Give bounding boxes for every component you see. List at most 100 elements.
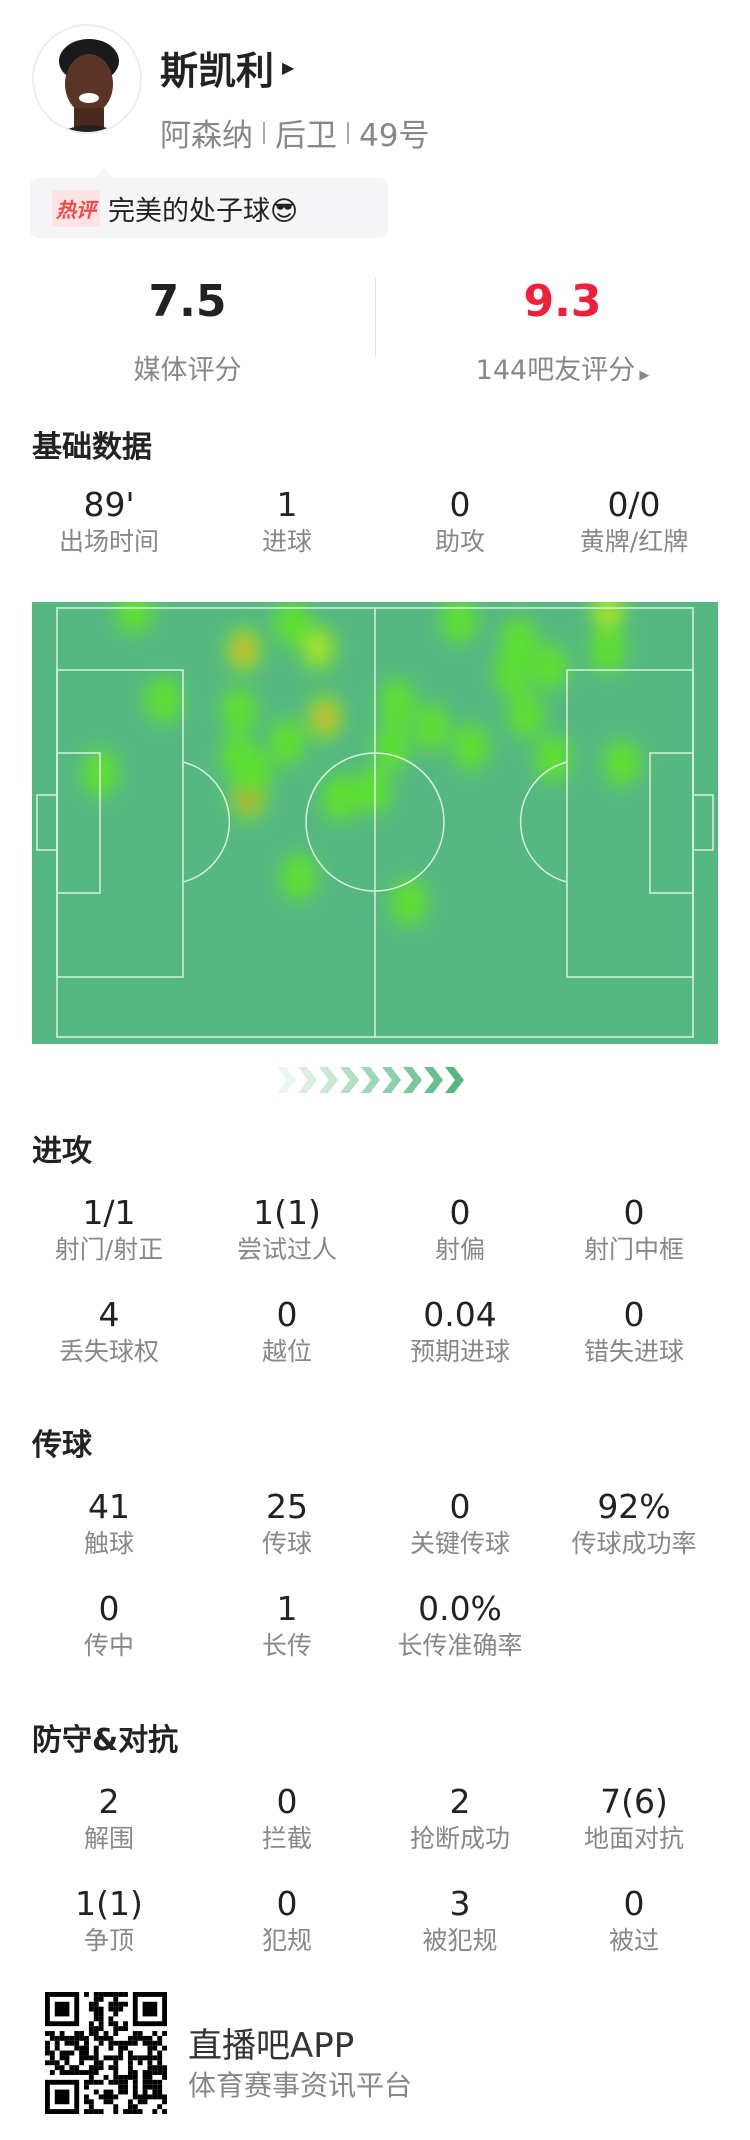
- stat-value: 0: [276, 1884, 298, 1923]
- stat-label: 关键传球: [409, 1529, 510, 1558]
- stat-cell: 0/0 黄牌/红牌: [549, 486, 719, 558]
- heatmap-blob: [453, 723, 489, 771]
- stat-label: 触球: [83, 1529, 134, 1558]
- stat-cell: 0 射偏: [375, 1194, 545, 1266]
- heatmap-blob: [305, 631, 331, 665]
- heatmap-blob: [274, 602, 310, 647]
- fan-rating[interactable]: 9.3 144吧友评分 ▶: [375, 276, 750, 387]
- caret-right-icon: ▶: [282, 58, 295, 77]
- stat-row: 1(1) 争顶 0 犯规 3 被犯规 0 被过: [0, 1885, 750, 1965]
- player-avatar[interactable]: [32, 24, 142, 134]
- stat-label: 丢失球权: [58, 1337, 159, 1366]
- fan-rating-value: 9.3: [523, 276, 602, 327]
- section-title: 防守&对抗: [32, 1723, 179, 1758]
- stat-label: 射门中框: [583, 1235, 684, 1264]
- stat-row: 4 丢失球权 0 越位 0.04 预期进球 0 错失进球: [0, 1296, 750, 1376]
- stat-cell: 7(6) 地面对抗: [549, 1783, 719, 1855]
- stat-label: 预期进球: [409, 1337, 510, 1366]
- stat-label: 出场时间: [58, 527, 159, 556]
- media-rating-label: 媒体评分: [133, 355, 242, 386]
- stat-cell: 92% 传球成功率: [549, 1488, 719, 1560]
- stat-value: 0: [623, 1193, 645, 1232]
- stat-value: 1: [276, 1589, 298, 1628]
- stat-row: 2 解围 0 拦截 2 抢断成功 7(6) 地面对抗: [0, 1783, 750, 1863]
- player-name-link[interactable]: 斯凯利 ▶: [160, 40, 294, 95]
- stat-row: 89' 出场时间 1 进球 0 助攻 0/0 黄牌/红牌: [0, 486, 750, 566]
- stat-label: 争顶: [83, 1926, 134, 1955]
- fan-rating-label: 144吧友评分: [475, 355, 636, 386]
- heatmap-blob: [508, 691, 544, 739]
- chevron-right-icon: [319, 1067, 338, 1093]
- app-slogan: 体育赛事资讯平台: [188, 2069, 413, 2102]
- stat-label: 传中: [83, 1631, 134, 1660]
- heatmap-blob: [532, 643, 568, 691]
- heatmap-blob: [316, 705, 334, 729]
- stat-cell: 2 解围: [24, 1783, 194, 1855]
- fan-rating-label-wrap: 144吧友评分 ▶: [375, 348, 750, 387]
- stat-label: 射偏: [434, 1235, 485, 1264]
- stat-value: 0: [449, 485, 471, 524]
- stat-label: 射门/射正: [54, 1235, 164, 1264]
- stat-cell: 0.04 预期进球: [375, 1296, 545, 1368]
- stat-cell: 2 抢断成功: [375, 1783, 545, 1855]
- stat-value: 2: [449, 1782, 471, 1821]
- stat-label: 长传: [261, 1631, 312, 1660]
- stat-label: 拦截: [261, 1824, 312, 1853]
- hot-comment-text: 完美的处子球😎: [108, 195, 299, 227]
- stat-value: 41: [88, 1487, 130, 1526]
- heatmap-blob: [116, 602, 152, 634]
- stat-cell: 0 错失进球: [549, 1296, 719, 1368]
- stat-value: 3: [449, 1884, 471, 1923]
- stat-cell: 0 关键传球: [375, 1488, 545, 1560]
- heatmap-blob: [235, 638, 253, 662]
- stat-label: 传球成功率: [571, 1529, 697, 1558]
- stat-cell: 1/1 射门/射正: [24, 1194, 194, 1266]
- stat-value: 0: [98, 1589, 120, 1628]
- stat-value: 1/1: [82, 1193, 136, 1232]
- stat-cell: 3 被犯规: [375, 1885, 545, 1957]
- player-info: 阿森纳 后卫 49号: [160, 110, 429, 155]
- chevron-right-icon: [445, 1067, 464, 1093]
- stat-cell: 0 助攻: [375, 486, 545, 558]
- section-title: 基础数据: [32, 430, 152, 465]
- heatmap-blob: [535, 734, 571, 782]
- heatmap-blob: [221, 686, 257, 734]
- stat-value: 92%: [597, 1487, 671, 1526]
- position: 后卫: [275, 118, 337, 154]
- chevron-right-icon: [424, 1067, 443, 1093]
- stat-cell: 0 传中: [24, 1590, 194, 1662]
- stat-label: 助攻: [434, 527, 485, 556]
- heatmap-pitch: [32, 602, 718, 1044]
- stat-value: 1(1): [75, 1884, 143, 1923]
- stat-cell: 1(1) 尝试过人: [202, 1194, 372, 1266]
- stat-value: 2: [98, 1782, 120, 1821]
- stat-label: 被过: [608, 1926, 659, 1955]
- caret-right-icon: ▶: [635, 368, 650, 383]
- stat-cell: 4 丢失球权: [24, 1296, 194, 1368]
- stat-cell: 1 长传: [202, 1590, 372, 1662]
- hot-comment[interactable]: 热评 完美的处子球😎: [30, 168, 388, 238]
- pitch-lines: [36, 607, 714, 1038]
- stat-label: 地面对抗: [583, 1824, 684, 1853]
- stat-label: 被犯规: [422, 1926, 498, 1955]
- stat-cell: 0 犯规: [202, 1885, 372, 1957]
- stat-label: 黄牌/红牌: [579, 527, 689, 556]
- stat-label: 解围: [83, 1824, 134, 1853]
- player-name: 斯凯利: [160, 49, 275, 93]
- shirt-number: 49号: [359, 118, 430, 154]
- stat-cell: 41 触球: [24, 1488, 194, 1560]
- stat-label: 越位: [261, 1337, 312, 1366]
- stat-cell: 0 被过: [549, 1885, 719, 1957]
- stat-row: 41 触球 25 传球 0 关键传球 92% 传球成功率: [0, 1488, 750, 1568]
- stat-value: 0: [276, 1782, 298, 1821]
- stat-cell: 89' 出场时间: [24, 486, 194, 558]
- stat-row: 1/1 射门/射正 1(1) 尝试过人 0 射偏 0 射门中框: [0, 1194, 750, 1274]
- app-name: 直播吧APP: [188, 2026, 355, 2066]
- heatmap-blob: [281, 853, 317, 901]
- rating-divider: [375, 277, 376, 357]
- stat-value: 1(1): [253, 1193, 321, 1232]
- heatmap-blob: [374, 723, 410, 771]
- stat-label: 进球: [261, 527, 312, 556]
- attack-direction-arrows: [277, 1067, 464, 1093]
- stat-cell: 25 传球: [202, 1488, 372, 1560]
